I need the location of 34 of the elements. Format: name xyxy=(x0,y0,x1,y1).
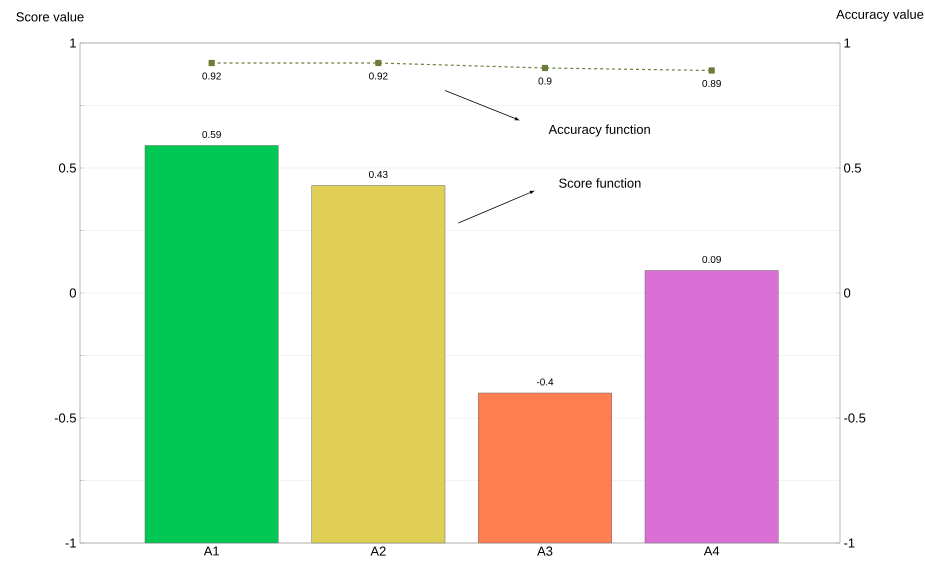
y2-tick-label: 0.5 xyxy=(844,163,861,173)
bar xyxy=(478,392,612,544)
data-label: 0.92 xyxy=(202,72,221,80)
x-tick-label: A1 xyxy=(204,546,219,556)
data-label: 0.89 xyxy=(702,80,721,88)
y2-tick-label: 0 xyxy=(844,288,850,298)
bar xyxy=(311,185,446,544)
x-tick-label: A4 xyxy=(704,546,720,556)
bar xyxy=(144,145,279,544)
data-label: -0.4 xyxy=(536,378,554,386)
point xyxy=(542,64,548,72)
y-tick-label: -1 xyxy=(66,538,76,548)
point xyxy=(375,60,382,66)
data-label: 0.43 xyxy=(369,170,388,178)
y-tick-label: 0 xyxy=(70,288,76,298)
x-tick-label: A2 xyxy=(370,546,386,556)
bar xyxy=(644,270,779,544)
point xyxy=(708,67,715,74)
annotation: Accuracy function xyxy=(548,124,650,137)
data-label: 0.92 xyxy=(369,72,388,80)
y-tick-label: 0.5 xyxy=(58,163,76,173)
data-label: 0.9 xyxy=(538,77,552,85)
y2-tick-label: 1 xyxy=(844,38,850,48)
data-label: 0.09 xyxy=(702,256,721,263)
y2-axis-title: Accuracy value xyxy=(836,9,924,22)
y-tick-label: 1 xyxy=(70,38,76,48)
data-label: 0.59 xyxy=(202,130,221,138)
y2-tick-label: -0.5 xyxy=(844,413,866,423)
y-axis-title: Score value xyxy=(16,12,84,22)
y-tick-label: -0.5 xyxy=(54,413,76,423)
x-tick-label: A3 xyxy=(537,546,552,556)
point xyxy=(208,60,215,66)
annotation: Score function xyxy=(559,178,640,188)
y2-tick-label: -1 xyxy=(844,538,854,548)
